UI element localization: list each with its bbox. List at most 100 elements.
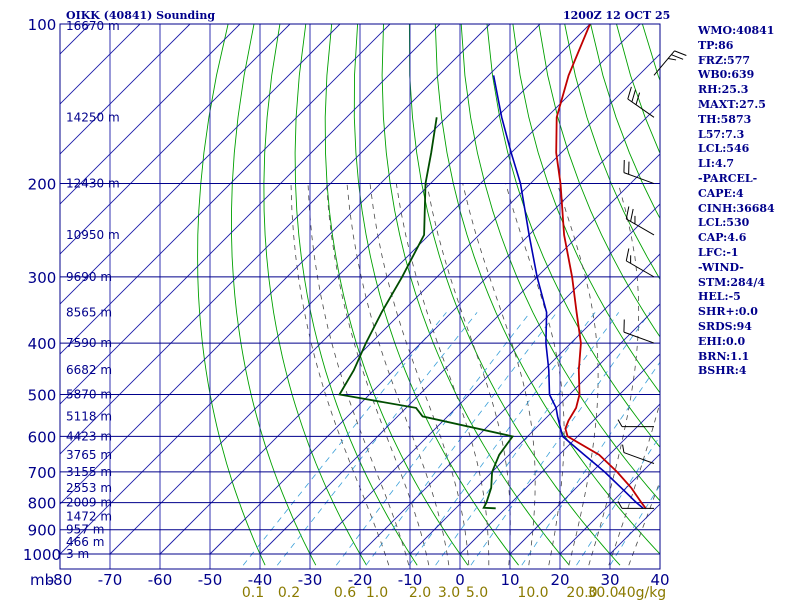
pressure-tick-label: 100 (28, 16, 57, 34)
pressure-tick-label: 900 (28, 522, 57, 540)
mixing-ratio-label: 0.6 (334, 585, 356, 600)
isotherm (60, 24, 591, 555)
stat-item: CAP:4.6 (698, 231, 747, 245)
moist-adiabat (346, 183, 450, 566)
wind-barb-staff (623, 172, 655, 185)
height-label: 6682 m (66, 363, 112, 377)
moist-adiabat (588, 183, 640, 566)
dry-adiabat (231, 24, 317, 566)
stat-item: MAXT:27.5 (698, 97, 766, 111)
height-label: 16670 m (66, 19, 120, 33)
isotherm-tick-label: 20 (550, 571, 569, 589)
mixing-ratio-label: 5.0 (466, 585, 488, 600)
isotherm-tick-label: -30 (298, 571, 323, 589)
wind-barb-feather (674, 50, 687, 56)
height-label: 5870 m (66, 387, 112, 401)
stat-item: -PARCEL- (698, 171, 758, 185)
mixing-ratio-line (276, 312, 478, 566)
mixing-ratio-label: 10.0 (517, 585, 548, 600)
isotherm (60, 24, 341, 305)
pressure-tick-label: 600 (28, 428, 57, 446)
wind-barb-staff (653, 50, 675, 76)
wind-barb-staff (626, 260, 655, 278)
isotherm-tick-label: 10 (500, 571, 519, 589)
stat-item: LCL:546 (698, 142, 750, 156)
parcel-line (492, 75, 644, 509)
stat-item: EHI:0.0 (698, 334, 746, 348)
stat-item: BRN:1.1 (698, 349, 750, 363)
sounding-indices: WMO:40841 TP:86 FRZ:577 WB0:639 RH:25.3 MAXT:… (698, 24, 775, 379)
isotherm-tick-label: -80 (48, 571, 73, 589)
mixing-ratio-unit: 40g/kg (618, 585, 666, 600)
dry-adiabat (772, 24, 800, 565)
mixing-ratio-line (521, 361, 660, 566)
height-label: 466 m (66, 535, 104, 549)
isotherm (259, 153, 660, 555)
height-label: 3155 m (66, 465, 112, 479)
stat-item: WB0:639 (698, 68, 755, 82)
stat-item: CAPE:4 (698, 186, 744, 200)
isotherm (309, 203, 660, 555)
stat-item: TP:86 (698, 38, 734, 52)
mixing-ratio-label: 1.0 (366, 585, 388, 600)
stat-item: WMO:40841 (698, 24, 775, 37)
wind-barb-feather (617, 419, 623, 427)
dry-adiabat (538, 24, 660, 338)
wind-barb-feather (635, 92, 641, 105)
isotherm (159, 53, 660, 555)
isotherm (209, 103, 660, 555)
wind-barb-feather (617, 501, 623, 509)
pressure-tick-label: 1000 (23, 546, 61, 564)
isotherm-tick-label: -60 (148, 571, 173, 589)
isotherm (60, 24, 241, 205)
isotherm-tick-label: -10 (398, 571, 423, 589)
pressure-tick-label: 500 (28, 386, 57, 404)
wind-barb-feather (627, 86, 632, 100)
isotherm-tick-label: 0 (455, 571, 465, 589)
height-label: 3765 m (66, 448, 112, 462)
stat-item: LI:4.7 (698, 157, 735, 171)
stat-item: BSHR:4 (698, 364, 747, 378)
height-label: 4423 m (66, 429, 112, 443)
height-label: 2009 m (66, 496, 112, 510)
wind-barb-feather (622, 444, 625, 453)
isotherm (60, 24, 391, 355)
mixing-ratio-label: 3.0 (438, 585, 460, 600)
isotherm (60, 24, 191, 155)
wind-barb-feather (625, 248, 630, 261)
height-label: 2553 m (66, 481, 112, 495)
wind-barb-staff (626, 218, 655, 236)
isotherm (60, 24, 441, 405)
isotherm (409, 303, 660, 555)
moist-adiabat (326, 183, 430, 566)
stat-item: CINH:36684 (698, 201, 775, 215)
wind-barb-staff (627, 98, 655, 118)
wind-barb-staff (623, 452, 655, 465)
stat-item: -WIND- (698, 260, 744, 274)
profile-layer (338, 24, 647, 510)
stat-item: SHR+:0.0 (698, 305, 758, 319)
height-label: 957 m (66, 523, 104, 537)
isotherm-tick-label: -50 (198, 571, 223, 589)
stat-item: L57:7.3 (698, 127, 745, 141)
isotherm (60, 24, 541, 505)
wind-barb-feather (630, 208, 634, 222)
wind-layer (617, 50, 687, 509)
pressure-tick-label: 300 (28, 269, 57, 287)
axis-label-mb: mb (30, 571, 54, 589)
mixing-ratio-line (365, 312, 558, 566)
mixing-ratio-label: 2.0 (409, 585, 431, 600)
dry-adiabat (197, 24, 266, 566)
pressure-tick-label: 200 (28, 176, 57, 194)
stat-item: TH:5873 (698, 112, 752, 126)
isotherm-tick-label: 40 (650, 571, 669, 589)
grid-layer (60, 24, 800, 569)
moist-adiabat (505, 183, 565, 566)
stat-item: FRZ:577 (698, 53, 751, 67)
height-label: 1472 m (66, 510, 112, 524)
dry-adiabat (434, 24, 660, 555)
pressure-tick-label: 400 (28, 335, 57, 353)
dry-adiabat (294, 24, 418, 566)
